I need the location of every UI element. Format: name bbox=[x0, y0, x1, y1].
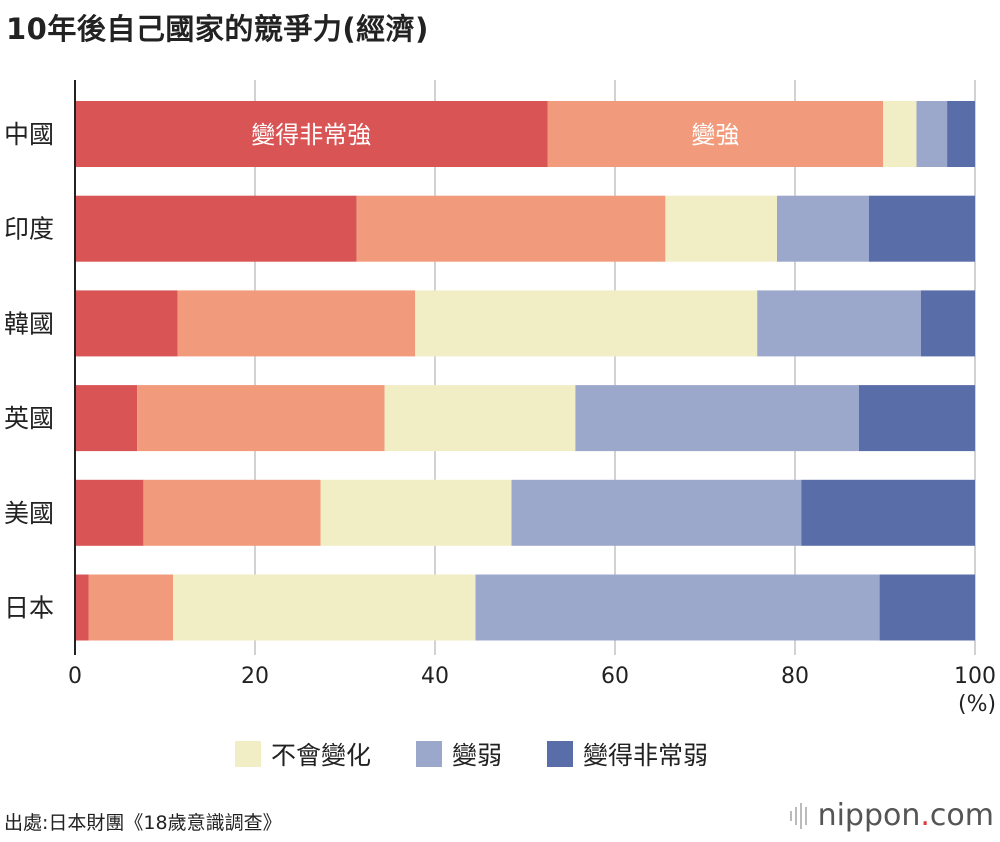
bar-segment bbox=[883, 101, 917, 167]
chart-title: 10年後自己國家的競爭力(經濟) bbox=[6, 12, 429, 46]
bar-segment bbox=[921, 290, 975, 357]
segment-labels: 變得非常強 變強 bbox=[251, 121, 739, 149]
bar-segment bbox=[356, 195, 666, 262]
grid-lines bbox=[254, 80, 976, 655]
brand-suffix: com bbox=[929, 798, 994, 833]
category-label: 韓國 bbox=[4, 309, 54, 338]
bar-segment bbox=[75, 101, 548, 167]
legend-swatch bbox=[235, 741, 261, 767]
bar-segment bbox=[75, 479, 144, 546]
bar-segment bbox=[777, 195, 869, 262]
bar-segment bbox=[173, 574, 476, 641]
x-tick-label: 60 bbox=[601, 664, 629, 689]
legend-swatch bbox=[416, 741, 443, 767]
category-label: 中國 bbox=[4, 120, 54, 149]
bar-segment bbox=[868, 195, 975, 262]
category-label: 美國 bbox=[4, 499, 54, 528]
bar-segment bbox=[801, 479, 975, 546]
bar-segment bbox=[137, 385, 385, 452]
segment-label: 變得非常強 bbox=[251, 121, 371, 149]
bar-segment bbox=[75, 574, 89, 641]
bar-segment bbox=[320, 479, 512, 546]
legend-label: 變弱 bbox=[452, 741, 503, 770]
x-tick-label: 40 bbox=[421, 664, 449, 689]
brand-bars-icon bbox=[789, 802, 810, 829]
bar-segment bbox=[858, 385, 975, 452]
bar-segment bbox=[75, 290, 178, 357]
bars bbox=[75, 101, 975, 641]
legend-label: 不會變化 bbox=[271, 741, 372, 770]
x-tick-label: 20 bbox=[241, 664, 269, 689]
bar-segment bbox=[75, 385, 138, 452]
bar-segment bbox=[177, 290, 416, 357]
bar-segment bbox=[575, 385, 859, 452]
legend-item-much-weaker: 變得非常弱 bbox=[547, 736, 708, 772]
brand-dot: . bbox=[920, 798, 930, 833]
bar-segment bbox=[916, 101, 948, 167]
bar-segment bbox=[88, 574, 174, 641]
x-tick-label: 100 bbox=[954, 664, 996, 689]
bar-segment bbox=[947, 101, 975, 167]
bar-segment bbox=[143, 479, 321, 546]
bar-segment bbox=[384, 385, 576, 452]
legend: 不會變化 變弱 變得非常弱 bbox=[235, 736, 753, 772]
source-note: 出處:日本財團《18歲意識調查》 bbox=[4, 812, 282, 834]
bar-segment bbox=[415, 290, 758, 357]
bar-segment bbox=[547, 101, 884, 167]
category-label: 日本 bbox=[4, 594, 54, 623]
category-label: 英國 bbox=[4, 404, 54, 433]
legend-item-no-change: 不會變化 bbox=[235, 736, 371, 772]
bar-segment bbox=[665, 195, 777, 262]
legend-label: 變得非常弱 bbox=[583, 741, 709, 770]
bar-segment bbox=[475, 574, 880, 641]
legend-item-weaker: 變弱 bbox=[416, 736, 502, 772]
brand-logo: nippon. com bbox=[789, 798, 994, 833]
category-label: 印度 bbox=[4, 215, 54, 244]
bar-segment bbox=[757, 290, 921, 357]
x-tick-label: 0 bbox=[68, 664, 82, 689]
bar-segment bbox=[879, 574, 975, 641]
legend-swatch bbox=[547, 741, 574, 767]
segment-label: 變強 bbox=[691, 121, 739, 149]
brand-name: nippon bbox=[817, 798, 921, 833]
bar-segment bbox=[511, 479, 802, 546]
x-axis-unit: (%) bbox=[958, 692, 997, 717]
x-tick-label: 80 bbox=[781, 664, 809, 689]
bar-segment bbox=[75, 195, 357, 262]
